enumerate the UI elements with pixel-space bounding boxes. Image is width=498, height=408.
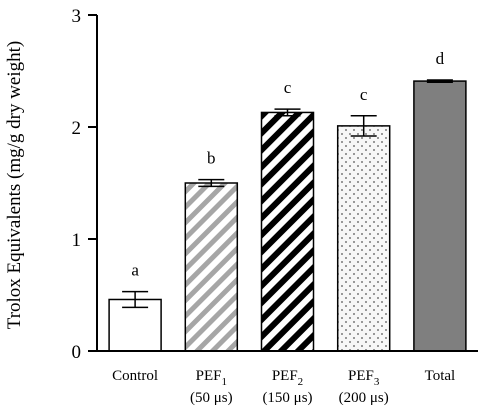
significance-label: c	[360, 85, 368, 104]
y-axis: 0 1 2 3	[72, 6, 98, 363]
x-tick-sublabel: (150 μs)	[262, 390, 312, 406]
y-tick-label: 1	[72, 230, 82, 251]
y-tick-label: 2	[72, 118, 82, 139]
bar	[413, 80, 467, 352]
x-tick-label: PEF3	[348, 368, 380, 388]
bars: a b c c d	[108, 49, 467, 352]
significance-label: c	[284, 78, 292, 97]
x-tick-label: Control	[112, 368, 158, 384]
bar	[336, 125, 391, 352]
x-tick-label: PEF2	[272, 368, 303, 388]
bar	[184, 182, 239, 352]
x-tick-label: Total	[425, 368, 456, 384]
y-axis-title: Trolox Equivalents (mg/g dry weight)	[4, 41, 25, 330]
x-axis: Control PEF1 (50 μs) PEF2 (150 μs) PEF3 (200 μ…	[97, 350, 478, 406]
significance-label: a	[131, 261, 139, 280]
x-tick-sublabel: (50 μs)	[190, 390, 233, 406]
x-tick-sublabel: (200 μs)	[339, 390, 389, 406]
y-tick-label: 3	[72, 6, 82, 27]
y-tick-label: 0	[72, 342, 82, 363]
x-tick-label: PEF1	[196, 368, 227, 388]
bar	[260, 111, 315, 352]
significance-label: b	[207, 149, 216, 168]
significance-label: d	[436, 49, 445, 68]
